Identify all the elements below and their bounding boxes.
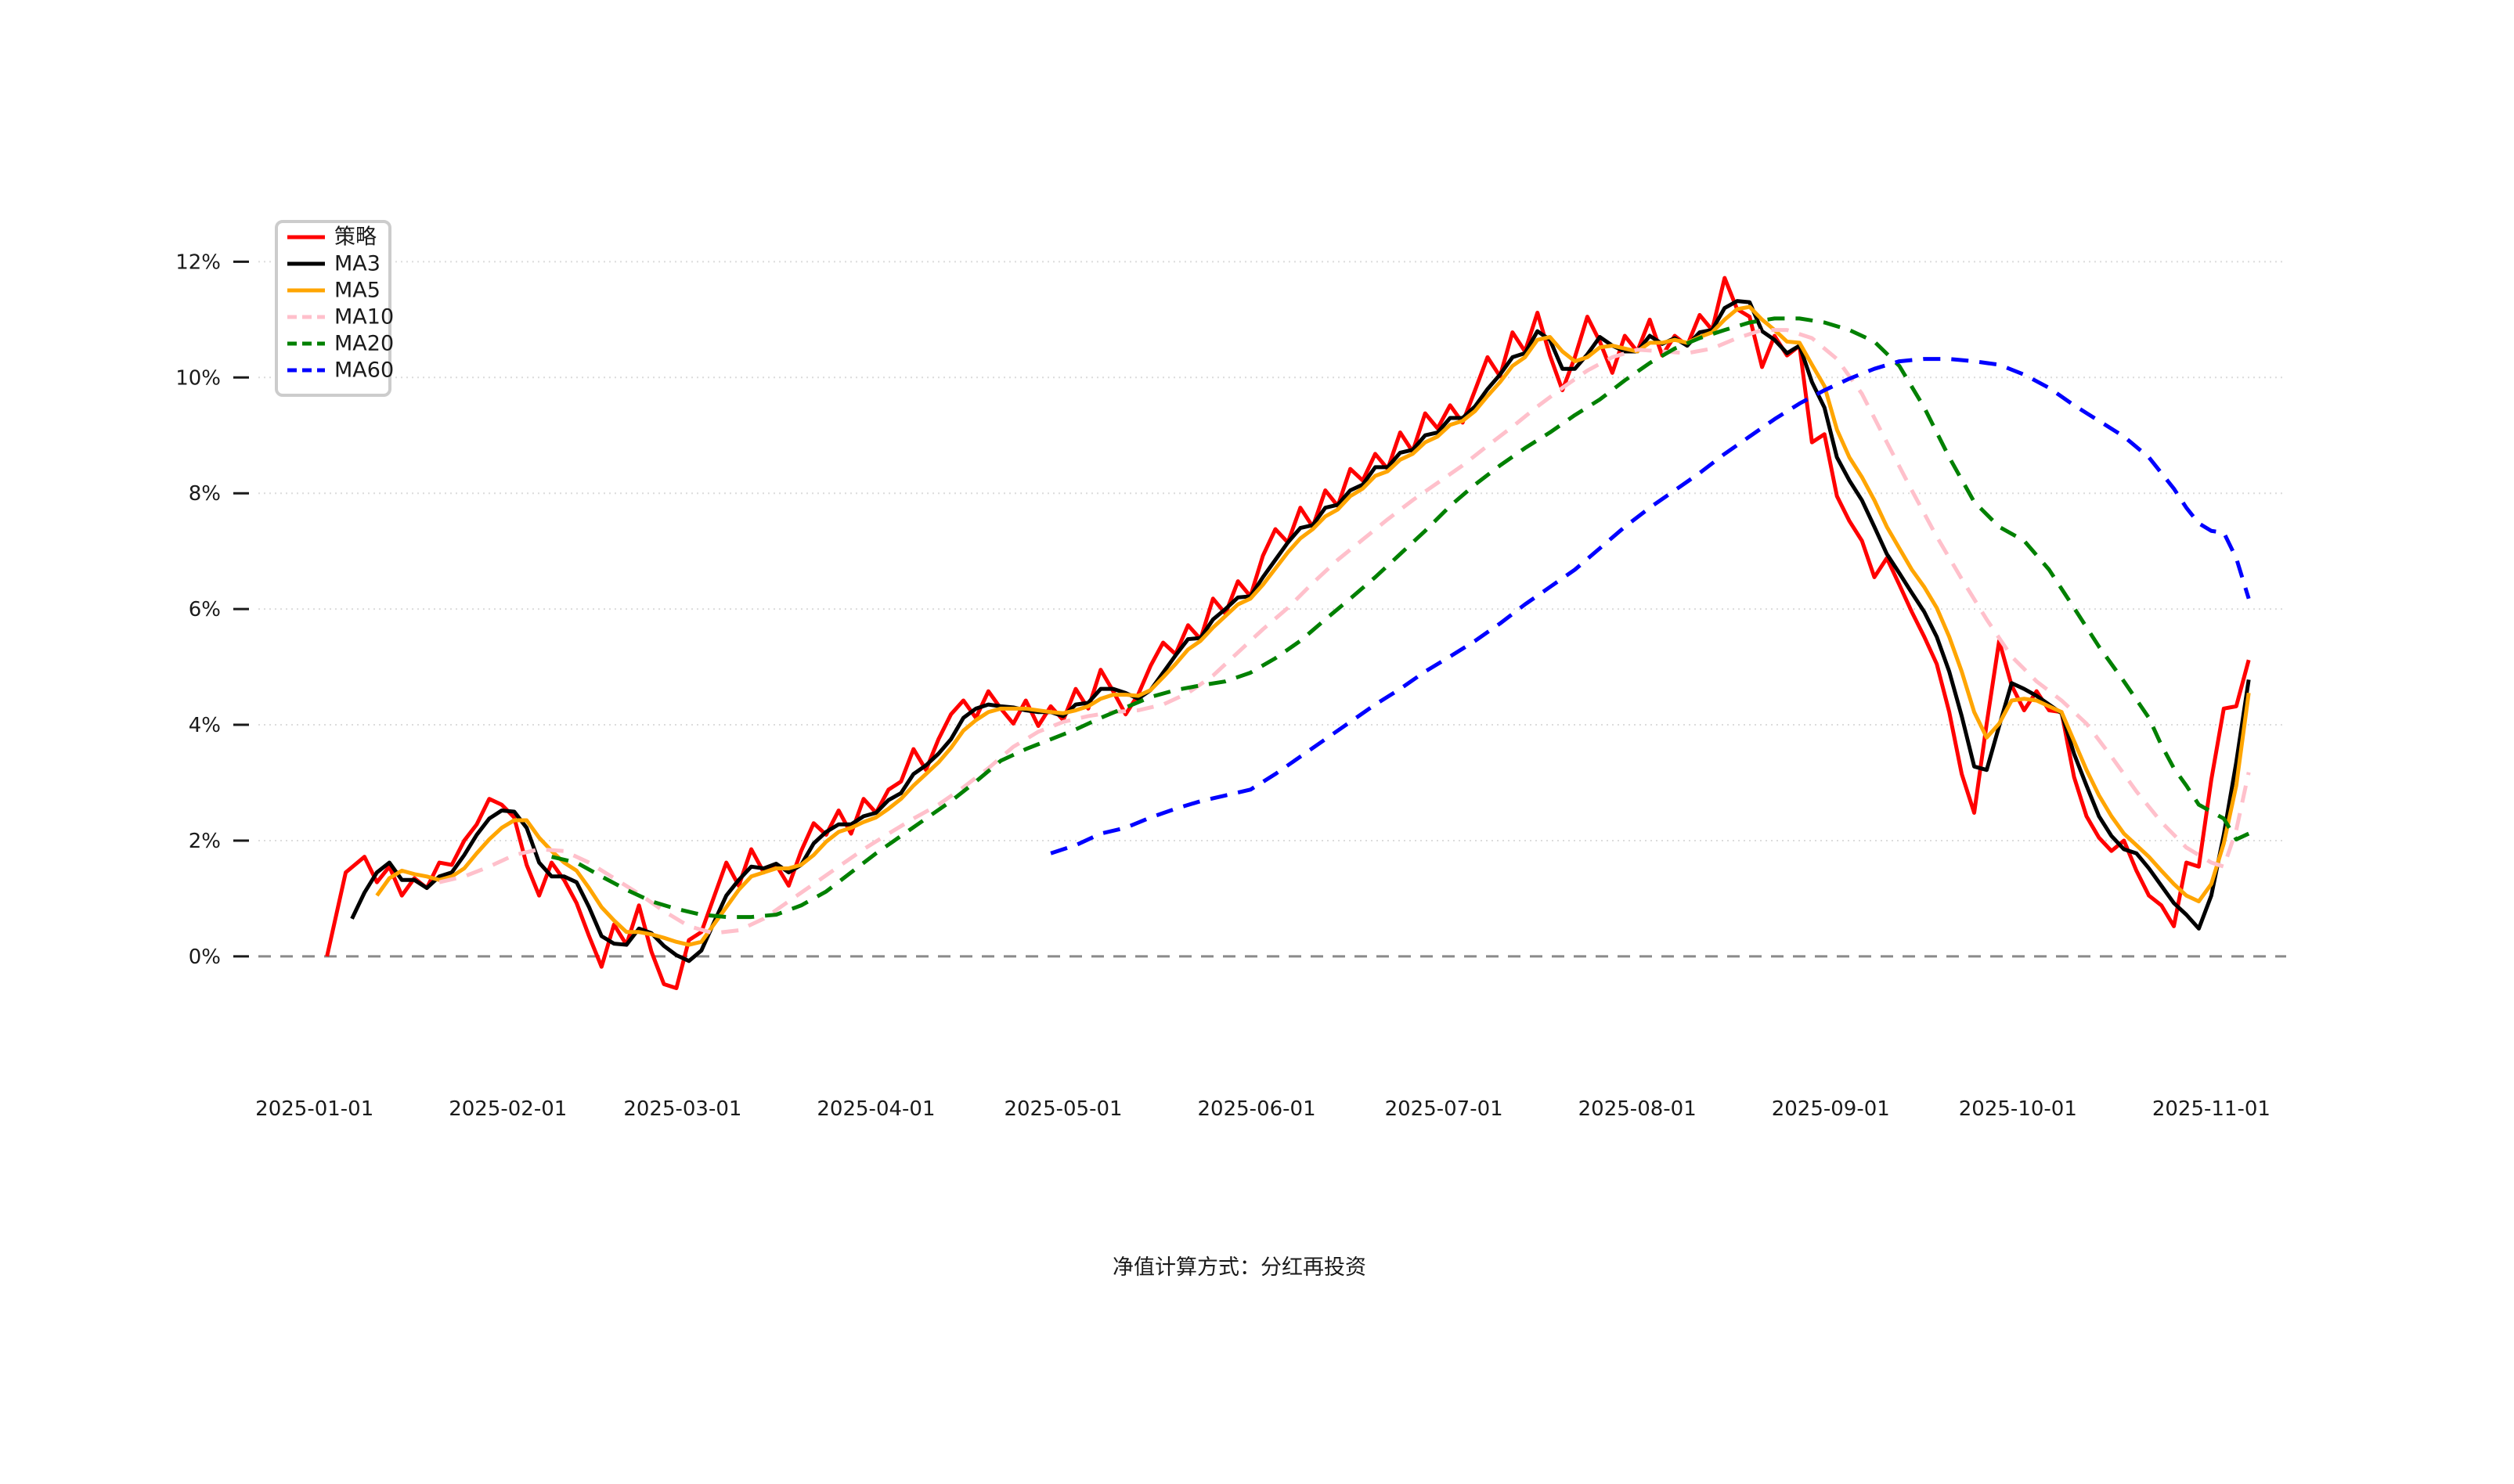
- y-tick-label: 2%: [189, 830, 221, 853]
- x-tick-label: 2025-03-01: [623, 1097, 741, 1121]
- series-lines-group: [325, 276, 2251, 991]
- y-tick-label: 8%: [189, 482, 221, 506]
- legend-label-策略: 策略: [334, 225, 377, 250]
- series-line-ma3: [350, 299, 2251, 964]
- x-tick-label: 2025-04-01: [817, 1097, 935, 1121]
- y-tick-labels-group: 0% 2% 4% 6% 8% 10% 12%: [175, 250, 221, 968]
- chart-caption: 净值计算方式：分红再投资: [1113, 1255, 1366, 1280]
- series-line-ma10: [438, 328, 2251, 935]
- y-tickmarks-group: [233, 260, 249, 958]
- y-tick-label: 12%: [175, 250, 221, 274]
- x-tick-label: 2025-06-01: [1198, 1097, 1316, 1121]
- x-tick-label: 2025-05-01: [1004, 1097, 1122, 1121]
- series-line-ma60: [1050, 357, 2251, 855]
- y-tick-label: 4%: [189, 714, 221, 737]
- x-tick-label: 2025-01-01: [255, 1097, 373, 1121]
- x-tick-label: 2025-07-01: [1385, 1097, 1503, 1121]
- x-tick-label: 2025-10-01: [1959, 1097, 2077, 1121]
- legend-label-ma5: MA5: [334, 279, 381, 303]
- x-tick-label: 2025-08-01: [1578, 1097, 1697, 1121]
- x-tick-labels-group: 2025-01-01 2025-02-01 2025-03-01 2025-04-01…: [255, 1097, 2271, 1121]
- legend-label-ma3: MA3: [334, 252, 381, 276]
- series-line-策略: [325, 276, 2251, 991]
- series-line-ma20: [550, 316, 2250, 920]
- legend-label-ma60: MA60: [334, 358, 394, 383]
- legend-label-ma10: MA10: [334, 305, 394, 330]
- legend-label-ma20: MA20: [334, 332, 394, 356]
- y-tick-label: 6%: [189, 598, 221, 621]
- x-tick-label: 2025-02-01: [449, 1097, 567, 1121]
- y-tick-label: 10%: [175, 366, 221, 390]
- series-line-ma5: [375, 304, 2251, 947]
- x-tick-label: 2025-09-01: [1772, 1097, 1890, 1121]
- x-tick-label: 2025-11-01: [2152, 1097, 2271, 1121]
- y-tick-label: 0%: [189, 946, 221, 969]
